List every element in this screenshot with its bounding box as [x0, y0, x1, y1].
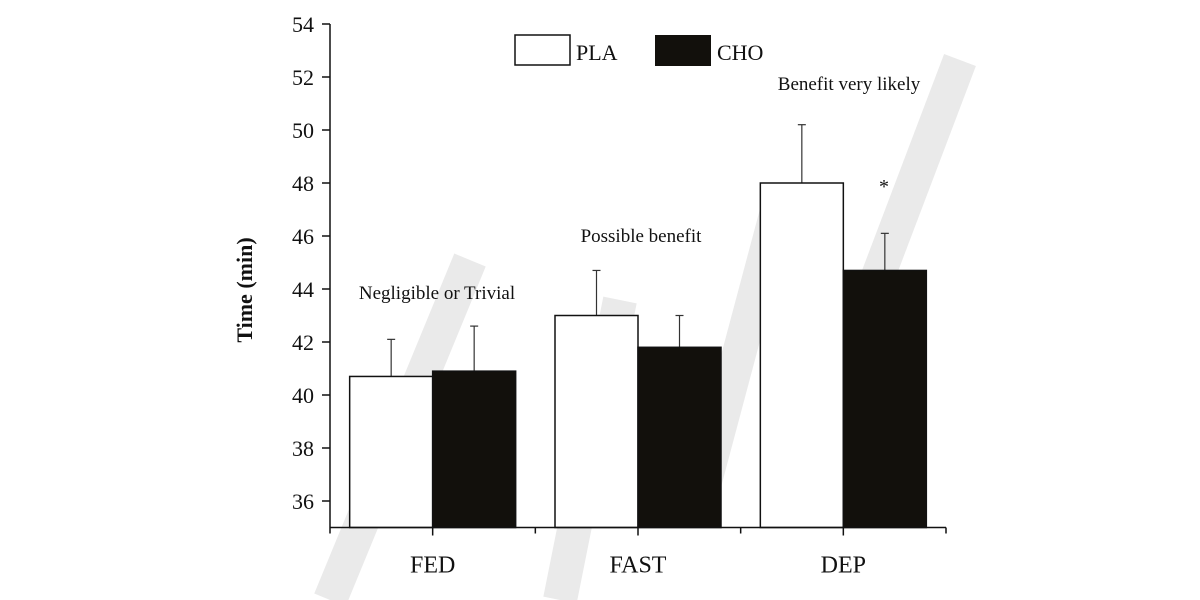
- annotation-fed: Negligible or Trivial: [359, 283, 515, 304]
- y-axis-label: Time (min): [232, 237, 257, 342]
- bar-pla-dep: [759, 182, 845, 529]
- bar-cho-dep: [842, 269, 928, 529]
- bar-pla-fed: [348, 375, 434, 529]
- y-tick-label: 40: [292, 383, 314, 408]
- y-tick-label: 50: [292, 118, 314, 143]
- bar-pla-fast: [554, 314, 639, 529]
- y-tick-label: 54: [292, 12, 314, 37]
- legend-label-cho: CHO: [717, 40, 763, 65]
- annotation-fast: Possible benefit: [581, 226, 703, 247]
- y-tick-label: 44: [292, 277, 314, 302]
- significance-marker: *: [879, 176, 889, 198]
- x-tick-label: FAST: [610, 553, 667, 579]
- annotation-dep: Benefit very likely: [778, 74, 921, 95]
- legend-label-pla: PLA: [576, 40, 618, 65]
- bar-cho-fed: [431, 370, 517, 529]
- bar-cho-fast: [637, 346, 722, 529]
- legend-swatch-cho: [655, 35, 711, 66]
- y-tick-label: 36: [292, 489, 314, 514]
- x-tick-label: FED: [410, 553, 455, 579]
- y-tick-label: 52: [292, 65, 314, 90]
- y-tick-label: 42: [292, 330, 314, 355]
- y-tick-label: 38: [292, 436, 314, 461]
- legend: PLA CHO: [514, 34, 763, 66]
- y-tick-label: 48: [292, 171, 314, 196]
- y-tick-label: 46: [292, 224, 314, 249]
- x-tick-label: DEP: [821, 553, 866, 579]
- legend-swatch-pla: [514, 34, 571, 66]
